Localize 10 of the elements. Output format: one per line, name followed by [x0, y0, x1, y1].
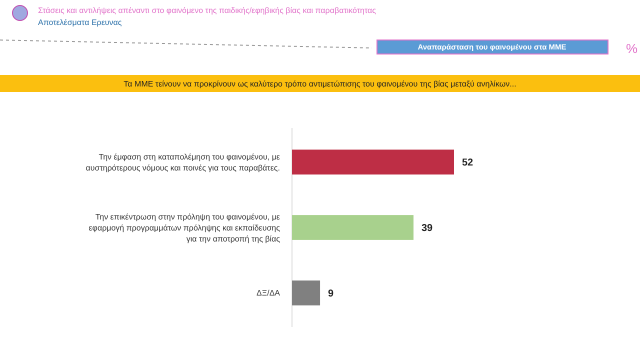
text: Αποτελέσματα Ερευνας [38, 18, 122, 27]
text: % [626, 41, 638, 56]
y-tick-label: Την επικέντρωση στην πρόληψη του φαινομένου, με εφαρμογή προγραμμάτων πρόληψης και εκπαίδευσης για την αποτροπή της βίας [88, 212, 280, 244]
data-label: 9 [328, 288, 334, 300]
data-label: 39 [422, 223, 434, 234]
y-tick-label: ΔΞ/ΔΑ [256, 288, 281, 298]
y-tick-label: Την έμφαση στη καταπολέμηση του φαινομένου, με αυστηρότερους νόμους και ποινές για τους παραβάτες. [86, 152, 280, 172]
text: Στάσεις και αντιλήψεις απέναντι στο φαινόμενο της παιδικής/εφηβικής βίας και παραβατικότητας [38, 6, 376, 15]
text: Τα ΜΜΕ τείνουν να προκρίνουν ως καλύτερο τρόπο αντιμετώπισης του φαινομένου της βίας μεταξύ ανηλίκων... [124, 79, 516, 88]
data-label: 52 [462, 158, 474, 169]
